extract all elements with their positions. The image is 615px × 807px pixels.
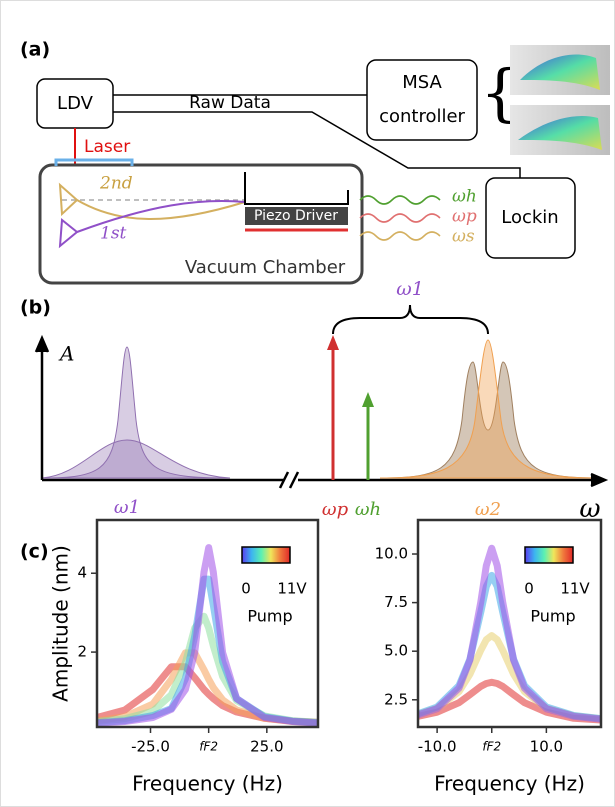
y-tick-label: 5.0 — [384, 642, 408, 660]
peak — [379, 339, 601, 479]
pump-arrow — [327, 335, 339, 350]
omega1-label: ω1 — [114, 497, 140, 518]
y-tick-label: 2.5 — [384, 690, 408, 708]
probe-arrow — [362, 392, 374, 407]
drive-label: ωh — [452, 187, 477, 207]
x-axis-label: Frequency (Hz) — [434, 772, 585, 796]
omega-p-label: ωp — [322, 499, 349, 520]
series-line — [418, 678, 601, 724]
y-tick-label: 10.0 — [375, 545, 408, 563]
scan-surface — [520, 54, 600, 90]
colorbar — [524, 546, 574, 564]
mode-1 — [58, 199, 246, 249]
x-tick-label: -10.0 — [418, 738, 457, 756]
panel-label: (b) — [20, 297, 51, 319]
y-axis-label: A — [58, 342, 74, 366]
y-axis-label: Amplitude (nm) — [49, 545, 73, 702]
piezo-label: Piezo Driver — [254, 208, 338, 224]
clamp — [244, 172, 349, 205]
colorbar-label: 0 — [524, 580, 534, 598]
x-tick-label: 10.0 — [530, 738, 563, 756]
omega-h-label: ωh — [355, 499, 381, 520]
mode-1-label: 1st — [100, 224, 127, 244]
drive-label: ωp — [452, 207, 477, 227]
x-axis-label: ω — [579, 494, 600, 524]
mode-2-label: 2nd — [99, 174, 133, 194]
colorbar-title: Pump — [247, 607, 292, 626]
brace-label: ω1 — [396, 278, 424, 300]
window — [54, 158, 134, 166]
y-tick-label: 2 — [77, 643, 87, 661]
lockin-box — [485, 177, 576, 259]
colorbar-label: 11V — [560, 580, 590, 598]
plot-frame — [416, 518, 603, 729]
y-tick-label: 4 — [77, 564, 87, 582]
mode-2 — [58, 182, 246, 220]
msa-box — [366, 59, 478, 141]
x-tick-label: 25.0 — [250, 738, 283, 756]
piezo — [245, 207, 348, 225]
y-tick-label: 7.5 — [384, 593, 408, 611]
panel-label: (a) — [20, 39, 50, 61]
x-tick-label: -25.0 — [131, 738, 170, 756]
series-line — [97, 544, 318, 727]
omega2-label: ω2 — [475, 499, 501, 520]
scan-surface — [518, 116, 602, 150]
colorbar-label: 0 — [241, 580, 251, 598]
x-tick-label: fF2 — [482, 740, 501, 754]
peak — [379, 361, 601, 479]
ldv-label: LDV — [57, 93, 94, 114]
brace — [332, 304, 489, 335]
connections — [113, 94, 521, 178]
colorbar-title: Pump — [530, 607, 575, 626]
drive-signals — [359, 195, 441, 241]
laser-label: Laser — [84, 137, 130, 157]
lockin-label: Lockin — [501, 207, 558, 228]
plot-frame — [95, 518, 320, 729]
msa-label: MSA — [402, 72, 442, 93]
drive-label: ωs — [452, 227, 475, 247]
colorbar-label: 11V — [277, 580, 307, 598]
colorbar — [241, 546, 291, 564]
msa-label: controller — [379, 106, 465, 127]
series-line — [418, 544, 601, 723]
peak — [41, 439, 231, 479]
peak — [41, 346, 231, 479]
vacuum-chamber — [38, 163, 364, 285]
x-axis-label: Frequency (Hz) — [132, 772, 283, 796]
panel-label: (c) — [20, 541, 49, 563]
raw-data-label: Raw Data — [189, 93, 271, 113]
axes — [34, 334, 609, 489]
chamber-label: Vacuum Chamber — [185, 257, 346, 278]
x-tick-label: fF2 — [199, 740, 218, 754]
